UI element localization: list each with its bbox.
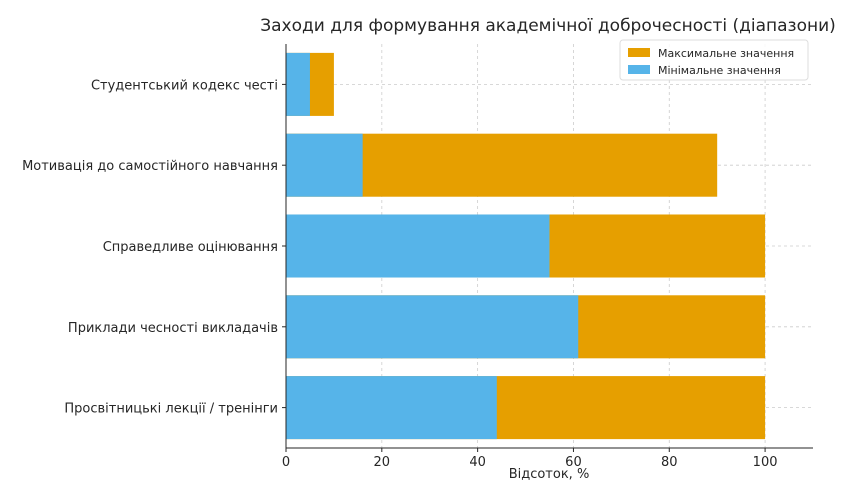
legend-label: Мінімальне значення	[658, 64, 781, 77]
y-category-labels: Студентський кодекс честі Мотивація до са…	[22, 78, 278, 416]
bar-min-value	[286, 133, 363, 197]
legend-label: Максимальне значення	[658, 47, 794, 60]
legend-swatch	[628, 48, 650, 57]
x-tick-label: 60	[565, 455, 582, 470]
bar-min-value	[286, 214, 550, 278]
category-label: Приклади чесності викладачів	[68, 321, 278, 336]
bar-min-value	[286, 52, 310, 116]
x-ticks: 0 20 40 60 80 100	[282, 448, 778, 470]
legend-swatch	[628, 65, 650, 74]
x-tick-label: 20	[374, 455, 391, 470]
x-tick-label: 100	[753, 455, 778, 470]
bars-layer	[286, 52, 766, 440]
x-tick-label: 40	[469, 455, 486, 470]
axes-layer	[282, 44, 813, 449]
x-tick-label: 0	[282, 455, 290, 470]
category-label: Справедливе оцінювання	[103, 240, 278, 255]
bar-min-value	[286, 295, 579, 359]
legend-box	[619, 39, 809, 81]
chart-title: Заходи для формування академічної доброч…	[260, 16, 836, 36]
category-label: Просвітницькі лекції / тренінги	[64, 402, 278, 417]
x-tick-label: 80	[661, 455, 678, 470]
category-label: Мотивація до самостійного навчання	[22, 159, 278, 174]
legend: Максимальне значення Мінімальне значення	[619, 39, 809, 81]
bar-min-value	[286, 376, 497, 440]
category-label: Студентський кодекс честі	[91, 78, 278, 93]
x-axis-label: Відсоток, %	[509, 467, 590, 482]
